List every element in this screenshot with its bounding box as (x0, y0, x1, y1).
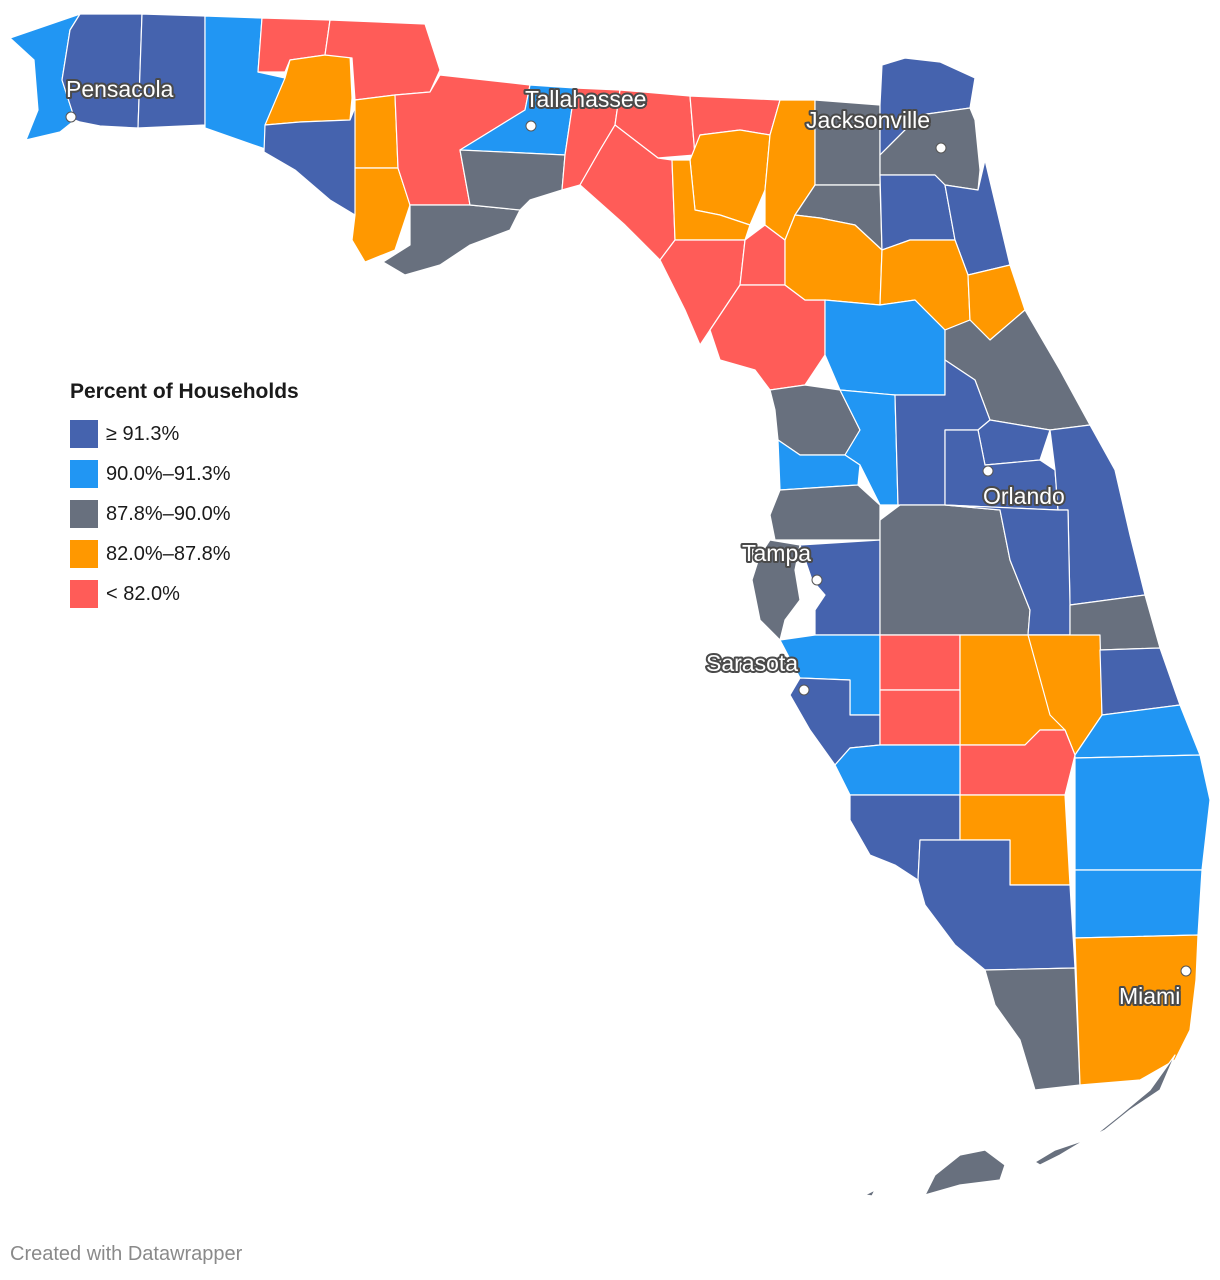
legend-swatch (70, 540, 98, 568)
county-wakulla[interactable] (459, 149, 566, 211)
county-pinellas[interactable] (751, 539, 801, 641)
county-madison[interactable] (614, 89, 696, 159)
county-calhoun[interactable] (354, 94, 399, 169)
county-collier[interactable] (917, 839, 1076, 971)
legend-item: 82.0%–87.8% (70, 534, 299, 574)
svg-text:Miami: Miami (1119, 983, 1180, 1009)
svg-text:Pensacola: Pensacola (66, 76, 174, 102)
county-monroe-mainland[interactable] (984, 967, 1081, 1091)
county-hardee[interactable] (879, 634, 961, 691)
legend-item: 87.8%–90.0% (70, 494, 299, 534)
county-miami-dade[interactable] (1074, 934, 1199, 1086)
legend-item: < 82.0% (70, 574, 299, 614)
svg-text:Orlando: Orlando (983, 483, 1065, 509)
legend-item: ≥ 91.3% (70, 414, 299, 454)
legend-swatch (70, 460, 98, 488)
svg-text:Jacksonville: Jacksonville (806, 107, 930, 133)
footer-credit[interactable]: Created with Datawrapper (10, 1243, 243, 1265)
map-legend: Percent of Households ≥ 91.3% 90.0%–91.3… (70, 380, 299, 614)
county-clay[interactable] (879, 174, 956, 251)
legend-label: 82.0%–87.8% (106, 542, 231, 565)
legend-label: 90.0%–91.3% (106, 462, 231, 485)
city-orlando: Orlando (981, 465, 1067, 511)
svg-text:Sarasota: Sarasota (706, 650, 798, 676)
county-gulf[interactable] (351, 167, 411, 263)
legend-item: 90.0%–91.3% (70, 454, 299, 494)
legend-swatch (70, 420, 98, 448)
svg-text:Tampa: Tampa (742, 540, 811, 566)
legend-swatch (70, 580, 98, 608)
county-santa-rosa[interactable] (61, 13, 143, 129)
county-charlotte[interactable] (834, 744, 961, 796)
legend-title: Percent of Households (70, 380, 299, 403)
county-broward[interactable] (1074, 869, 1203, 939)
city-pensacola: Pensacola (64, 74, 176, 123)
city-jacksonville: Jacksonville (804, 105, 947, 154)
legend-label: < 82.0% (106, 582, 180, 605)
city-tampa: Tampa (740, 538, 823, 586)
legend-swatch (70, 500, 98, 528)
county-desoto[interactable] (879, 689, 961, 746)
county-pasco[interactable] (769, 484, 881, 541)
county-palm-beach[interactable] (1074, 754, 1211, 871)
county-marion[interactable] (824, 299, 946, 396)
city-sarasota: Sarasota (704, 648, 810, 696)
county-st-lucie[interactable] (1099, 647, 1181, 716)
county-monroe-keys[interactable] (864, 1054, 1176, 1201)
county-hillsborough[interactable] (799, 539, 881, 636)
svg-text:Tallahassee: Tallahassee (525, 86, 646, 112)
county-suwannee[interactable] (689, 129, 771, 226)
county-okaloosa[interactable] (137, 13, 206, 129)
city-tallahassee: Tallahassee (523, 84, 648, 132)
legend-label: ≥ 91.3% (106, 422, 180, 445)
city-miami: Miami (1117, 965, 1192, 1011)
legend-label: 87.8%–90.0% (106, 502, 231, 525)
